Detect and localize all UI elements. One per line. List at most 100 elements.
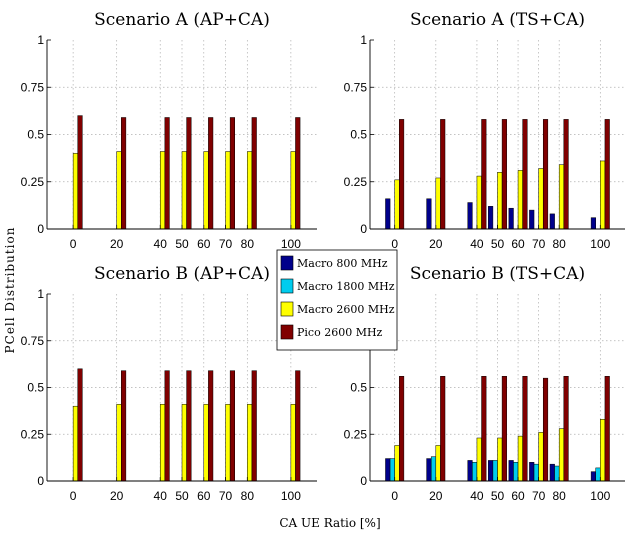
- bar-pico-2600-mhz-60: [522, 376, 528, 482]
- bar-macro-800-mhz-40: [467, 202, 473, 230]
- legend: Macro 800 MHz Macro 1800 MHz Macro 2600 MH…: [276, 249, 398, 351]
- x-tick-label: 100: [590, 237, 610, 251]
- y-tick-label: 0.25: [21, 175, 45, 189]
- bar-macro-800-mhz-0: [385, 458, 391, 482]
- chart-title: Scenario A (AP+CA): [94, 10, 270, 30]
- bar-pico-2600-mhz-70: [542, 377, 549, 482]
- bar-macro-2600-mhz-40: [476, 175, 482, 230]
- chart-title: Scenario A (TS+CA): [410, 10, 585, 30]
- bar-pico-2600-mhz-20: [440, 376, 446, 482]
- y-tick-label: 0.75: [21, 80, 45, 94]
- x-tick-label: 70: [532, 237, 546, 251]
- bar-macro-2600-mhz-70: [225, 151, 231, 230]
- bar-pico-2600-mhz-50: [501, 376, 507, 482]
- bar-macro-2600-mhz-0: [72, 405, 78, 482]
- y-tick-label: 0.5: [350, 128, 367, 142]
- legend-swatch: [280, 255, 294, 271]
- y-tick-label: 0.75: [344, 80, 368, 94]
- bar-macro-2600-mhz-0: [394, 179, 400, 230]
- bar-macro-1800-mhz-0: [389, 458, 395, 482]
- x-tick-label: 60: [197, 237, 211, 251]
- bar-pico-2600-mhz-100: [604, 376, 610, 482]
- bar-macro-800-mhz-60: [508, 460, 514, 482]
- bar-macro-2600-mhz-50: [497, 437, 503, 482]
- x-tick-label: 20: [429, 237, 443, 251]
- bar-pico-2600-mhz-40: [164, 117, 170, 230]
- bar-macro-2600-mhz-20: [435, 177, 441, 230]
- x-tick-label: 0: [70, 237, 77, 251]
- bar-macro-2600-mhz-100: [290, 151, 296, 230]
- x-tick-label: 20: [110, 489, 124, 503]
- bar-macro-2600-mhz-100: [290, 404, 296, 482]
- bar-macro-2600-mhz-0: [394, 445, 400, 482]
- bar-pico-2600-mhz-80: [563, 376, 569, 482]
- y-tick-label: 0.25: [344, 427, 368, 441]
- bar-pico-2600-mhz-40: [164, 370, 170, 482]
- legend-swatch: [280, 301, 294, 317]
- bar-macro-2600-mhz-40: [159, 151, 166, 230]
- bar-pico-2600-mhz-40: [481, 119, 487, 230]
- chart-title: Scenario B (AP+CA): [94, 264, 270, 284]
- chart-panel-1: 0 0.25 0.5 0.75 1 0 20 40 50 60 70 80 100 Scenario A …: [21, 10, 317, 251]
- bar-macro-1800-mhz-70: [533, 463, 539, 482]
- x-tick-label: 40: [470, 237, 484, 251]
- bar-pico-2600-mhz-100: [295, 117, 301, 230]
- bar-pico-2600-mhz-0: [399, 376, 405, 482]
- x-tick-label: 40: [154, 237, 168, 251]
- bar-pico-2600-mhz-0: [77, 368, 83, 482]
- bar-pico-2600-mhz-50: [186, 370, 192, 482]
- y-tick-label: 0: [360, 222, 367, 236]
- x-tick-label: 100: [281, 237, 301, 251]
- bar-pico-2600-mhz-20: [440, 119, 446, 230]
- y-tick-label: 1: [37, 287, 44, 301]
- x-tick-label: 40: [470, 489, 484, 503]
- y-tick-label: 0.5: [27, 381, 44, 395]
- bar-macro-2600-mhz-60: [517, 435, 523, 482]
- bar-macro-2600-mhz-40: [159, 404, 166, 482]
- chart-panel-2: 0 0.25 0.5 0.75 1 0 20 40 50 60 70 80 100 Scenario A …: [344, 10, 625, 251]
- bar-macro-2600-mhz-60: [517, 170, 523, 230]
- x-tick-label: 60: [197, 489, 211, 503]
- y-tick-label: 0.5: [350, 381, 367, 395]
- bar-macro-800-mhz-100: [590, 471, 596, 482]
- bar-pico-2600-mhz-0: [77, 115, 83, 230]
- bar-macro-2600-mhz-70: [538, 168, 544, 230]
- x-tick-label: 80: [553, 237, 567, 251]
- x-tick-label: 0: [70, 489, 77, 503]
- x-tick-label: 60: [511, 237, 525, 251]
- bar-macro-1800-mhz-80: [554, 465, 560, 482]
- figure-xlabel: CA UE Ratio [%]: [279, 516, 380, 530]
- x-tick-label: 100: [281, 489, 301, 503]
- y-tick-label: 0.25: [344, 175, 368, 189]
- bar-macro-2600-mhz-20: [435, 445, 441, 482]
- bar-macro-1800-mhz-40: [472, 462, 478, 482]
- bar-pico-2600-mhz-60: [208, 117, 214, 230]
- x-tick-label: 100: [590, 489, 610, 503]
- x-tick-label: 0: [391, 489, 398, 503]
- legend-label: Macro 2600 MHz: [297, 303, 395, 316]
- bar-macro-2600-mhz-50: [181, 404, 187, 482]
- bar-macro-1800-mhz-100: [595, 467, 601, 482]
- x-tick-label: 80: [553, 489, 567, 503]
- x-tick-label: 40: [154, 489, 168, 503]
- bar-macro-2600-mhz-0: [72, 153, 78, 230]
- bar-macro-800-mhz-40: [467, 460, 473, 482]
- x-tick-label: 70: [219, 489, 233, 503]
- x-tick-label: 60: [511, 489, 525, 503]
- bar-pico-2600-mhz-70: [542, 119, 549, 230]
- y-tick-label: 0: [37, 474, 44, 488]
- y-tick-label: 1: [360, 33, 367, 47]
- bar-macro-800-mhz-50: [488, 206, 494, 230]
- bar-macro-800-mhz-60: [508, 207, 514, 230]
- bar-macro-2600-mhz-20: [116, 151, 122, 230]
- bar-macro-2600-mhz-80: [558, 164, 565, 230]
- legend-label: Macro 800 MHz: [297, 257, 388, 270]
- bar-pico-2600-mhz-80: [563, 119, 569, 230]
- bar-macro-800-mhz-100: [590, 217, 596, 230]
- x-tick-label: 50: [175, 237, 189, 251]
- bar-macro-800-mhz-80: [549, 463, 555, 482]
- bar-macro-800-mhz-20: [426, 198, 432, 230]
- bar-pico-2600-mhz-100: [295, 370, 301, 482]
- bar-pico-2600-mhz-60: [208, 370, 214, 482]
